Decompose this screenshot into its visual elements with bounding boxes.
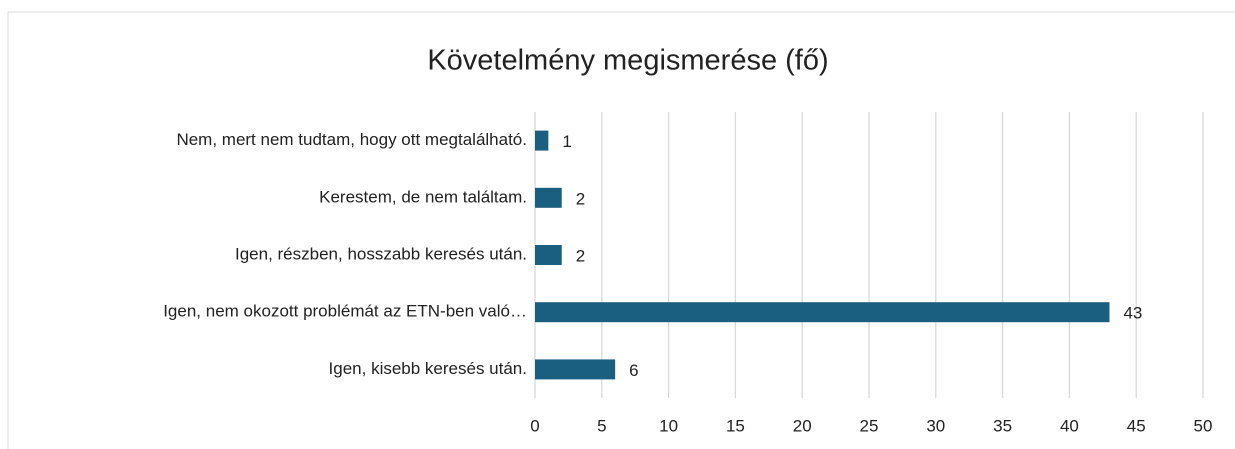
x-tick-label: 45 [1127,416,1146,435]
y-tick-label: Nem, mert nem tudtam, hogy ott megtalálh… [176,130,527,149]
x-tick-label: 5 [597,416,606,435]
x-tick-label: 30 [926,416,945,435]
bar [535,359,616,380]
bar [535,245,562,265]
x-tick-label: 40 [1060,416,1079,435]
value-label: 2 [576,246,585,265]
chart-title: Követelmény megismerése (fő) [427,45,828,77]
y-tick-label: Igen, kisebb keresés után. [329,359,527,378]
x-tick-label: 20 [793,416,812,435]
x-tick-label: 0 [530,416,539,435]
value-label: 43 [1123,304,1142,323]
y-tick-label: Igen, részben, hosszabb keresés után. [235,244,527,263]
value-label: 1 [562,132,571,151]
value-label: 2 [576,189,585,208]
x-tick-label: 10 [659,416,678,435]
bar [535,130,549,151]
value-label: 6 [629,361,638,380]
bar [535,302,1110,323]
y-tick-label: Igen, nem okozott problémát az ETN-ben v… [163,302,527,321]
x-tick-label: 50 [1194,416,1213,435]
x-tick-label: 35 [993,416,1012,435]
chart-frame [7,11,1235,449]
bar [535,187,562,208]
y-tick-label: Kerestem, de nem találtam. [319,187,527,206]
x-tick-label: 15 [726,416,745,435]
x-tick-label: 25 [860,416,879,435]
